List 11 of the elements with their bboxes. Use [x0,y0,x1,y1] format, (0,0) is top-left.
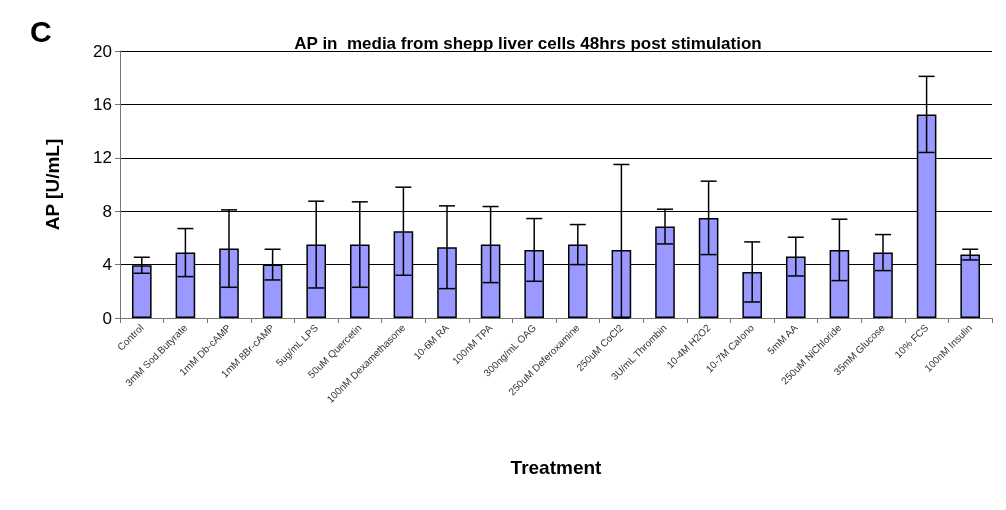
chart-title: AP in media from shepp liver cells 48hrs post stimulation [294,34,762,53]
y-tick-label: 0 [102,308,112,328]
y-tick-label: 4 [102,255,112,275]
text: C [30,14,52,48]
y-tick-label: 8 [102,201,112,221]
y-tick-label: 16 [93,94,112,114]
y-tick-label: 20 [93,41,112,61]
y-axis-title: AP [U/mL] [42,138,63,231]
x-axis-title: Treatment [510,457,603,478]
x-tick-label: 10% FCS [892,321,931,361]
y-tick-label: 12 [93,148,112,168]
